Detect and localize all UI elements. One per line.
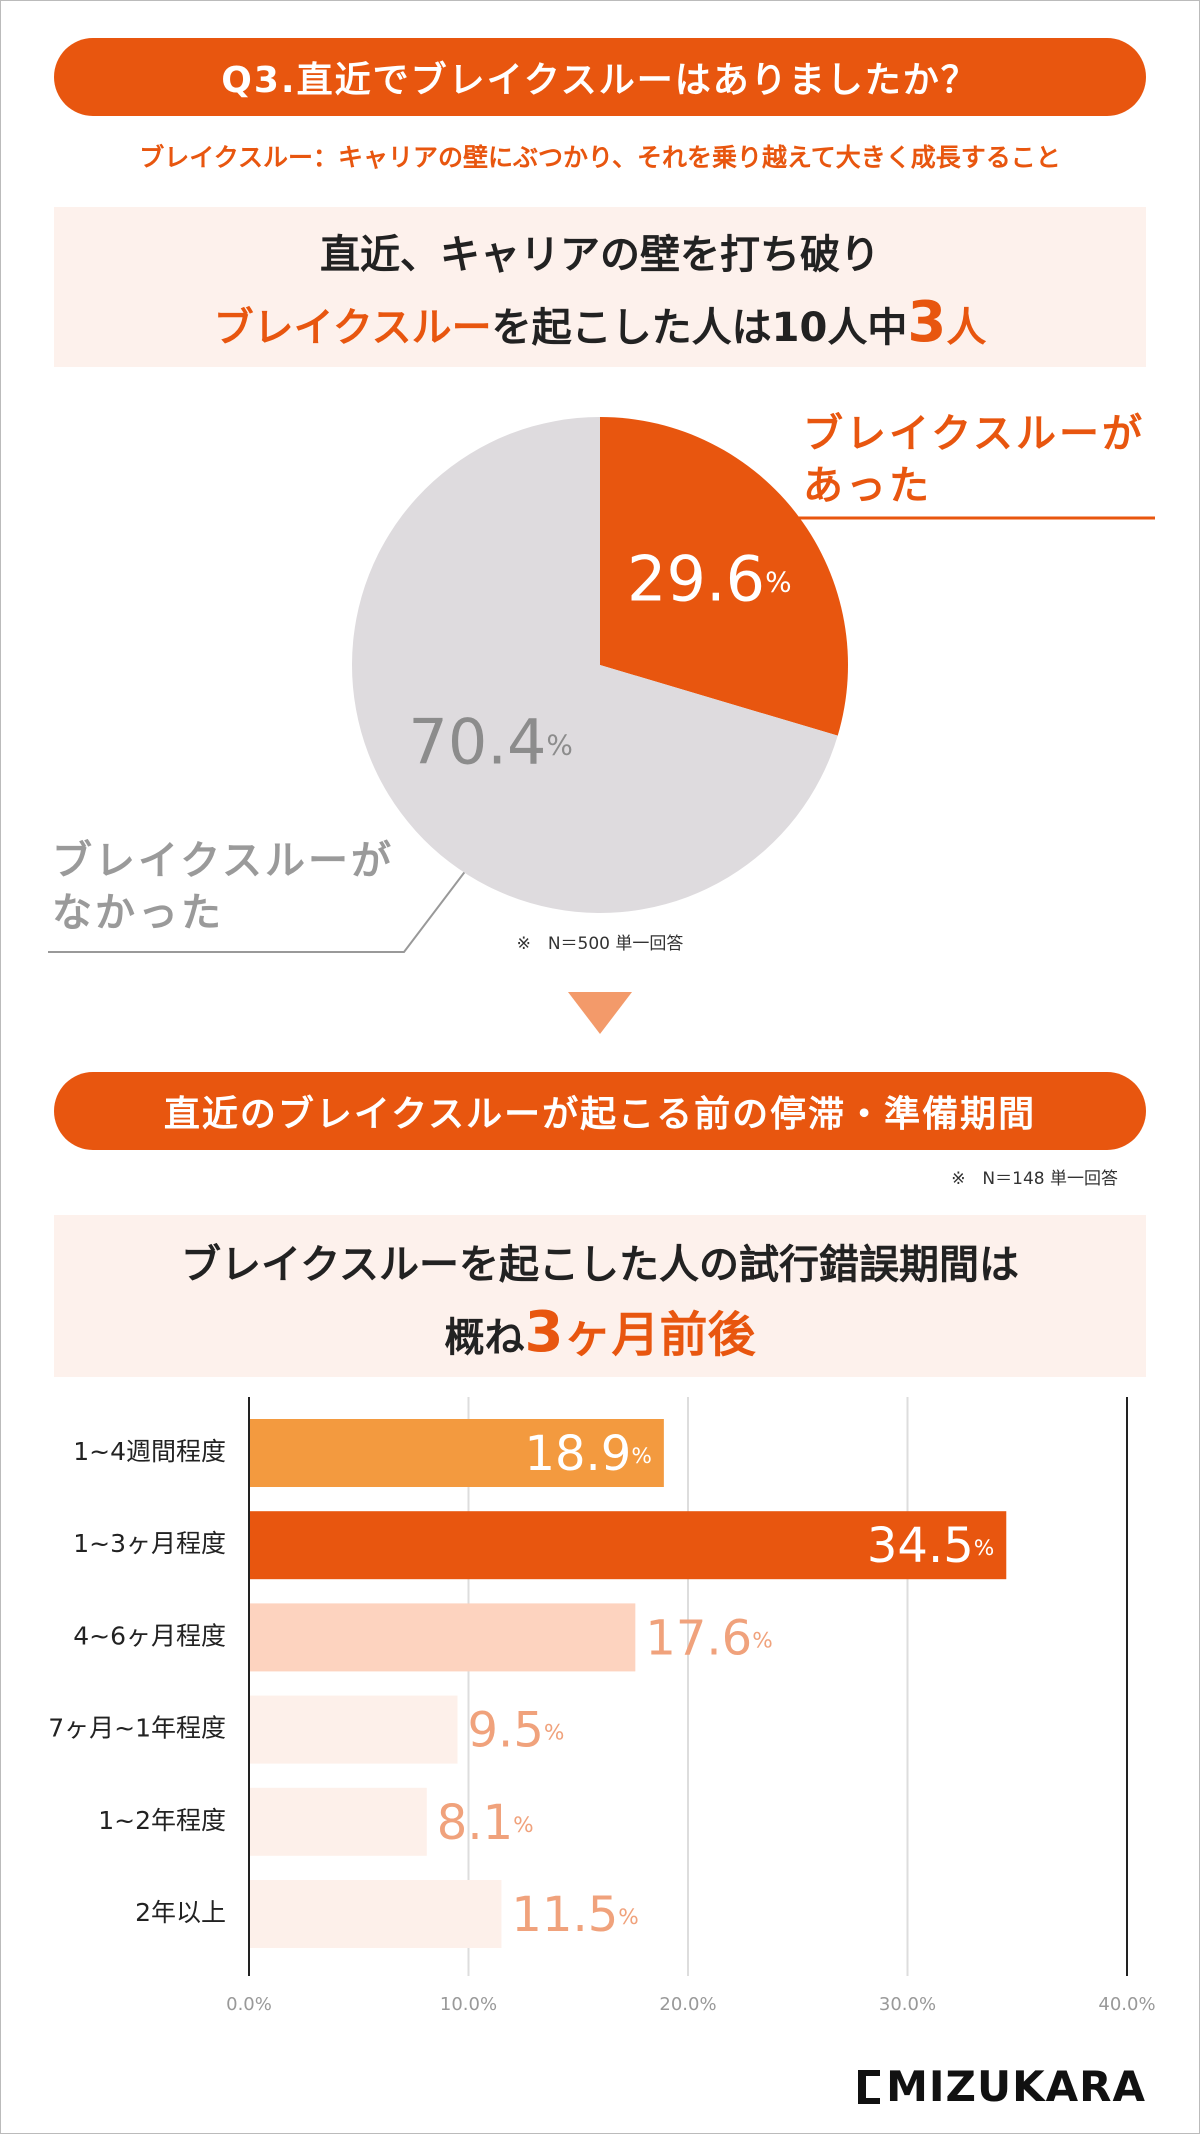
summary-line: 直近、キャリアの壁を打ち破り bbox=[320, 232, 880, 278]
section-banner: 直近のブレイクスルーが起こる前の停滞・準備期間 bbox=[54, 1072, 1146, 1150]
emphasis: ブレイクスルー bbox=[213, 305, 492, 351]
logo-text: MIZUKARA bbox=[886, 2062, 1146, 2111]
legend-label: ブレイクスルーが あった bbox=[803, 411, 1145, 509]
summary-box: 直近、キャリアの壁を打ち破り ブレイクスルーを起こした人は10人中3人 bbox=[54, 207, 1146, 367]
emphasis: 人 bbox=[946, 305, 987, 351]
text: を起こした人は10人中 bbox=[491, 305, 908, 351]
note: ※ N＝148 単一回答 bbox=[951, 1169, 1118, 1189]
summary-box: ブレイクスルーを起こした人の試行錯誤期間は 概ね3ヶ月前後 bbox=[54, 1215, 1146, 1377]
text: 概ね bbox=[444, 1315, 525, 1361]
leader-line bbox=[48, 856, 477, 953]
summary-line: ブレイクスルーを起こした人は10人中3人 bbox=[54, 289, 1146, 362]
legend-label: ブレイクスルーが なかった bbox=[52, 838, 394, 936]
definition: ブレイクスルー：キャリアの壁にぶつかり、それを乗り越えて大きく成長すること bbox=[139, 143, 1061, 172]
logo: MIZUKARA bbox=[858, 2062, 1146, 2111]
summary-line: 概ね3ヶ月前後 bbox=[54, 1299, 1146, 1372]
value-label: 70.4% bbox=[408, 706, 573, 779]
question-banner: Q3.直近でブレイクスルーはありましたか？ bbox=[54, 38, 1146, 116]
logo-icon bbox=[858, 2070, 881, 2104]
pie-chart: 29.6% 70.4% ※ N＝500 単一回答 bbox=[48, 417, 1155, 1034]
pie-slice bbox=[600, 417, 848, 736]
summary-line: ブレイクスルーを起こした人の試行錯誤期間は bbox=[181, 1242, 1019, 1288]
chevron bbox=[568, 992, 632, 1034]
value-label: 29.6% bbox=[627, 543, 792, 616]
emphasis: 3 bbox=[907, 290, 947, 355]
emphasis: 3 bbox=[524, 1300, 564, 1365]
emphasis: ヶ月前後 bbox=[563, 1307, 756, 1363]
pie-slice bbox=[352, 417, 838, 914]
note: ※ N＝500 単一回答 bbox=[517, 934, 684, 954]
